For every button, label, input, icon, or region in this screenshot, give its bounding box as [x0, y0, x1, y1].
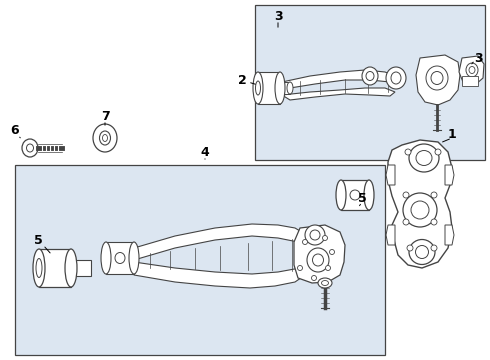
Polygon shape: [445, 225, 454, 245]
Circle shape: [322, 235, 327, 240]
Ellipse shape: [253, 72, 263, 104]
Ellipse shape: [22, 139, 38, 157]
Ellipse shape: [431, 72, 443, 85]
Ellipse shape: [321, 280, 328, 285]
Ellipse shape: [313, 254, 323, 266]
Ellipse shape: [386, 67, 406, 89]
Circle shape: [302, 239, 308, 244]
Polygon shape: [388, 140, 452, 268]
Text: 7: 7: [100, 109, 109, 122]
Polygon shape: [280, 82, 290, 94]
Ellipse shape: [101, 242, 111, 274]
Text: 3: 3: [474, 51, 482, 64]
Polygon shape: [445, 165, 454, 185]
Ellipse shape: [305, 225, 325, 245]
Ellipse shape: [99, 131, 111, 145]
Ellipse shape: [350, 190, 360, 200]
Polygon shape: [282, 88, 395, 100]
Circle shape: [312, 275, 317, 280]
Polygon shape: [341, 180, 369, 210]
Circle shape: [431, 192, 437, 198]
Circle shape: [431, 219, 437, 225]
Circle shape: [325, 266, 330, 270]
Text: 6: 6: [11, 123, 19, 136]
Ellipse shape: [275, 72, 285, 104]
Ellipse shape: [409, 239, 435, 265]
Ellipse shape: [416, 246, 428, 258]
Circle shape: [405, 149, 411, 155]
Text: 2: 2: [238, 73, 246, 86]
Polygon shape: [294, 225, 345, 283]
Ellipse shape: [26, 144, 33, 152]
Ellipse shape: [336, 180, 346, 210]
Polygon shape: [386, 225, 395, 245]
Ellipse shape: [391, 72, 401, 84]
Circle shape: [403, 219, 409, 225]
Circle shape: [435, 149, 441, 155]
Polygon shape: [416, 55, 460, 105]
Ellipse shape: [129, 242, 139, 274]
Ellipse shape: [93, 124, 117, 152]
Ellipse shape: [366, 72, 374, 81]
Polygon shape: [386, 165, 395, 185]
Ellipse shape: [411, 201, 429, 219]
Ellipse shape: [466, 63, 478, 77]
Polygon shape: [134, 224, 305, 260]
Ellipse shape: [364, 180, 374, 210]
Polygon shape: [134, 262, 308, 288]
Ellipse shape: [426, 66, 448, 90]
Text: 5: 5: [358, 192, 367, 204]
Circle shape: [431, 245, 437, 251]
Ellipse shape: [307, 248, 329, 272]
Circle shape: [329, 249, 335, 255]
Ellipse shape: [36, 258, 42, 278]
Polygon shape: [258, 72, 280, 104]
Circle shape: [407, 245, 413, 251]
Polygon shape: [282, 70, 395, 88]
Circle shape: [297, 266, 302, 270]
Ellipse shape: [65, 249, 77, 287]
Ellipse shape: [287, 82, 293, 94]
Text: 4: 4: [200, 145, 209, 158]
Polygon shape: [39, 249, 71, 287]
Polygon shape: [459, 56, 484, 85]
Polygon shape: [462, 76, 478, 86]
Text: 5: 5: [34, 234, 42, 247]
Ellipse shape: [33, 249, 45, 287]
Ellipse shape: [255, 81, 261, 95]
Polygon shape: [106, 242, 134, 274]
Ellipse shape: [115, 252, 125, 264]
Ellipse shape: [416, 150, 432, 166]
Circle shape: [403, 192, 409, 198]
Text: 3: 3: [274, 9, 282, 22]
Ellipse shape: [409, 144, 439, 172]
Ellipse shape: [469, 67, 475, 73]
Ellipse shape: [102, 135, 107, 141]
Text: 1: 1: [448, 129, 456, 141]
Ellipse shape: [310, 230, 320, 240]
Ellipse shape: [318, 278, 332, 288]
Ellipse shape: [403, 193, 437, 227]
Ellipse shape: [362, 67, 378, 85]
Polygon shape: [69, 260, 91, 276]
Polygon shape: [255, 5, 485, 160]
Polygon shape: [15, 165, 385, 355]
